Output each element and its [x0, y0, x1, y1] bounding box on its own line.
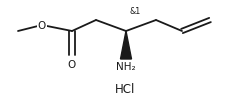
Text: &1: &1: [130, 7, 141, 16]
Text: NH₂: NH₂: [116, 61, 136, 71]
Polygon shape: [120, 32, 132, 59]
Text: HCl: HCl: [115, 83, 135, 96]
Text: O: O: [38, 21, 46, 31]
Text: O: O: [68, 59, 76, 69]
